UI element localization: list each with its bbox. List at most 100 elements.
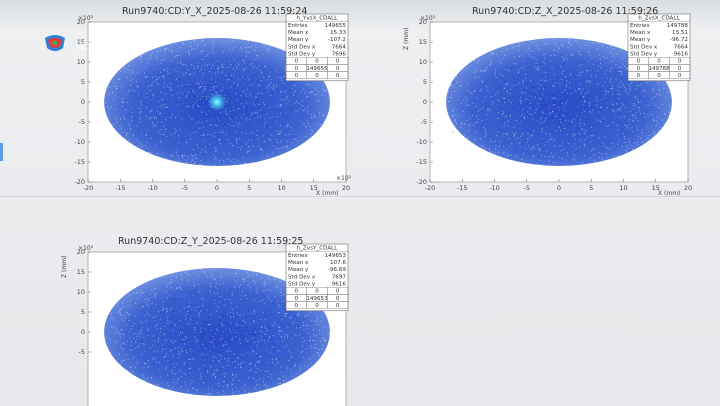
y-tick-label: 5	[81, 78, 85, 86]
stats-grid-cell	[327, 301, 349, 309]
y-tick-label: 10	[419, 58, 427, 66]
stats-key: Mean y	[288, 37, 309, 43]
stats-key: Mean x	[288, 260, 309, 266]
sparse-pixels	[105, 269, 330, 397]
y-tick-label: 5	[81, 308, 85, 316]
y-axis-label: Z (mm)	[61, 256, 68, 278]
stats-key: Std Dev y	[288, 282, 316, 288]
y-tick-label: -5	[79, 348, 85, 356]
stats-grid-value: 0	[637, 59, 641, 65]
stats-grid-value: 149788	[648, 66, 670, 72]
x-tick-label: 5	[589, 184, 593, 192]
x-tick-label: -20	[83, 184, 94, 192]
stats-key: Mean y	[630, 37, 651, 43]
distribution-ellipse	[446, 38, 672, 166]
stats-grid-value: 0	[336, 66, 340, 72]
stats-value: 13.51	[672, 30, 688, 36]
x-tick-label: -15	[115, 184, 126, 192]
stats-grid-value: 0	[336, 296, 340, 302]
stats-value: 149653	[325, 253, 347, 259]
stats-name: h_YvsX_CDALL	[297, 16, 339, 22]
stats-grid-value: 0	[336, 303, 340, 309]
stats-key: Mean y	[288, 267, 309, 273]
stats-box-background	[285, 13, 349, 82]
x-tick-label: -5	[182, 184, 188, 192]
y-tick-label: 15	[419, 38, 427, 46]
stats-grid-value: 0	[295, 66, 299, 72]
y-exponent-label: ×10³	[78, 15, 94, 22]
stats-grid-value: 0	[295, 59, 299, 65]
stats-value: -107.2	[328, 37, 346, 43]
y-tick-label: 20	[419, 18, 427, 26]
panel-divider	[0, 196, 720, 197]
y-tick-label: 15	[77, 268, 85, 276]
stats-grid-value: 0	[678, 59, 682, 65]
stats-grid-value: 0	[657, 73, 661, 79]
stats-value: 9616	[674, 52, 689, 58]
stats-value: 107.6	[330, 260, 346, 266]
stats-key: Std Dev y	[288, 52, 316, 58]
plot-title: Run9740:CD:Y_X_2025-08-26 11:59:24	[122, 6, 307, 17]
y-tick-label: 5	[423, 78, 427, 86]
distribution-ellipse	[104, 268, 330, 396]
y-tick-label: 10	[77, 58, 85, 66]
stats-grid-value: 149655	[306, 66, 328, 72]
x-axis-label: X (mm)	[316, 190, 338, 197]
stats-grid-value: 0	[678, 66, 682, 72]
y-tick-label: 0	[423, 98, 427, 106]
plot-z-vs-y-svg: Run9740:CD:Z_Y_2025-08-26 11:59:25 20 15 1…	[61, 236, 349, 406]
stats-box-background	[285, 243, 349, 312]
stats-grid-cell	[327, 71, 349, 79]
tv-station-text: 深圳卫视	[76, 42, 120, 53]
stats-value: 149788	[667, 23, 689, 29]
stats-grid-cell	[669, 71, 691, 79]
y-tick-label: 10	[77, 288, 85, 296]
stats-grid-value: 0	[336, 59, 340, 65]
stats-value: 7664	[332, 44, 347, 50]
stats-name: h_ZvsX_CDALL	[638, 16, 680, 22]
x-tick-label: 0	[215, 184, 219, 192]
x-tick-label: 15	[310, 184, 318, 192]
stats-grid-value: 0	[657, 59, 661, 65]
axis-ticks: -20 -15 -10 -5 0 5 10 15 20 20 15 10 5 0 -5 -10 -15 -20	[416, 18, 692, 192]
plot-title: Run9740:CD:Z_Y_2025-08-26 11:59:25	[118, 236, 303, 247]
stats-grid-value: 0	[637, 66, 641, 72]
stats-key: Std Dev y	[630, 52, 658, 58]
scatter-density	[104, 38, 330, 167]
plot-title: Run9740:CD:Z_X_2025-08-26 11:59:26	[472, 6, 658, 17]
stats-value: 15.33	[330, 30, 346, 36]
beam-hotspot	[208, 93, 226, 111]
x-tick-label: 20	[342, 184, 350, 192]
y-tick-label: -20	[74, 178, 85, 186]
y-tick-label: -10	[416, 138, 427, 146]
x-axis-label: X (mm)	[658, 190, 680, 197]
stats-grid-value: 0	[295, 289, 299, 295]
stats-grid-value: 0	[315, 303, 319, 309]
stats-grid-value: 0	[315, 59, 319, 65]
scatter-density	[104, 268, 330, 397]
y-tick-label: 15	[77, 38, 85, 46]
y-tick-label: -10	[74, 138, 85, 146]
stats-key: Entries	[288, 253, 308, 259]
y-tick-label: -5	[421, 118, 427, 126]
stats-grid-value: 0	[336, 289, 340, 295]
y-tick-label: -15	[74, 158, 85, 166]
stats-grid-value: 0	[678, 73, 682, 79]
x-tick-label: 0	[557, 184, 561, 192]
plot-z-vs-x: Run9740:CD:Z_X_2025-08-26 11:59:26 -20 -1…	[400, 2, 700, 198]
scatter-density	[446, 38, 672, 167]
x-tick-label: 5	[247, 184, 251, 192]
stats-box-background	[627, 13, 691, 82]
axis-ticks: 20 15 10 5 0 -5	[77, 248, 91, 356]
stats-value: 9616	[332, 282, 347, 288]
x-tick-label: -15	[457, 184, 468, 192]
stats-value: 149655	[325, 23, 347, 29]
stats-grid-value: 0	[637, 73, 641, 79]
stats-key: Entries	[288, 23, 308, 29]
stats-value: 7697	[332, 274, 347, 280]
y-exponent-label: ×10³	[420, 15, 436, 22]
stats-value: 7664	[674, 44, 689, 50]
